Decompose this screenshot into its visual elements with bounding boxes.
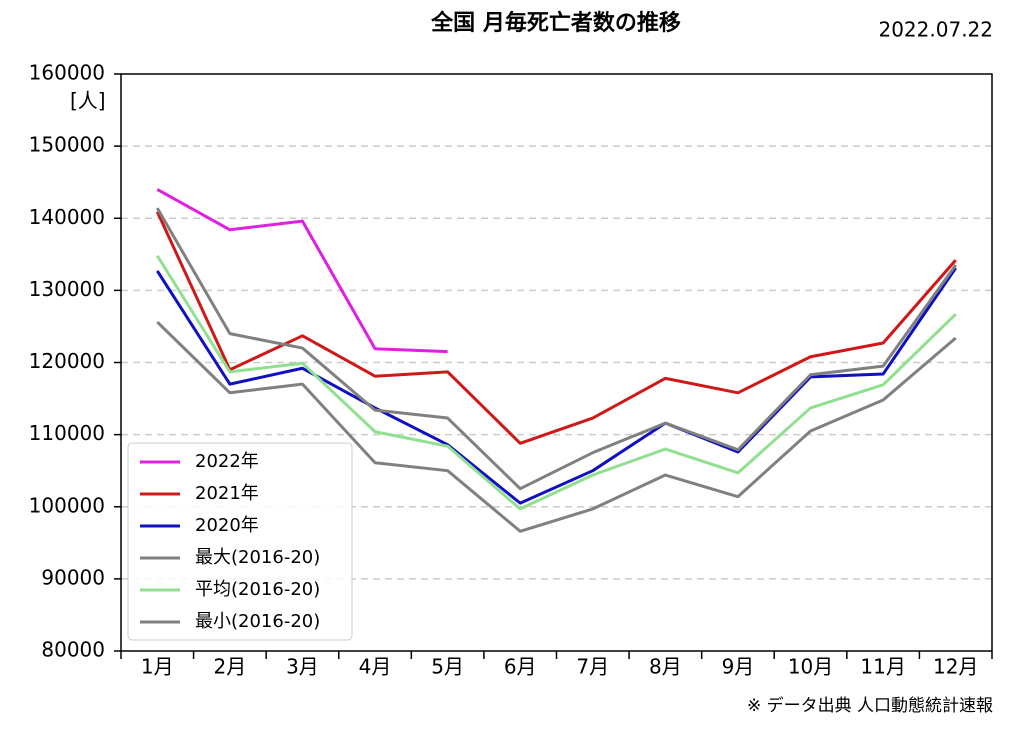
x-tick-label: 10月 bbox=[788, 655, 833, 679]
date: 2022.07.22 bbox=[878, 18, 993, 42]
y-tick-label: 80000 bbox=[41, 638, 105, 662]
legend-label: 2021年 bbox=[195, 483, 259, 504]
y-tick-label: 140000 bbox=[29, 205, 105, 229]
y-tick-label: 120000 bbox=[29, 349, 105, 373]
x-tick-label: 12月 bbox=[933, 655, 978, 679]
chart-title: 全国 月毎死亡者数の推移 bbox=[430, 10, 681, 36]
legend-box bbox=[127, 442, 353, 641]
y-tick-label: 150000 bbox=[29, 133, 105, 157]
x-tick-label: 6月 bbox=[504, 655, 537, 679]
x-tick-label: 7月 bbox=[576, 655, 609, 679]
series-line bbox=[155, 207, 957, 491]
legend-label: 平均(2016-20) bbox=[195, 579, 320, 600]
x-tick-label: 8月 bbox=[649, 655, 682, 679]
x-tick-label: 2月 bbox=[214, 655, 247, 679]
y-tick-label: 90000 bbox=[41, 565, 105, 589]
x-tick-label: 11月 bbox=[860, 655, 905, 679]
legend-label: 2022年 bbox=[195, 451, 259, 472]
series-line bbox=[156, 188, 448, 354]
y-tick-label: 110000 bbox=[29, 421, 105, 445]
legend-label: 2020年 bbox=[195, 515, 259, 536]
x-tick-label: 5月 bbox=[431, 655, 464, 679]
series-line bbox=[156, 254, 957, 511]
y-tick-label: 130000 bbox=[29, 277, 105, 301]
source-note: ※ データ出典 人口動態統計速報 bbox=[747, 695, 993, 716]
series-line bbox=[156, 321, 957, 533]
plot-frame bbox=[120, 73, 993, 652]
y-unit: [人] bbox=[70, 89, 106, 113]
x-tick-label: 1月 bbox=[141, 655, 174, 679]
y-tick-label: 160000 bbox=[29, 61, 105, 85]
y-tick-label: 100000 bbox=[29, 493, 105, 517]
legend-label: 最小(2016-20) bbox=[195, 611, 320, 632]
legend-label: 最大(2016-20) bbox=[195, 547, 320, 568]
series-line bbox=[155, 211, 957, 445]
series-line bbox=[156, 267, 957, 505]
x-tick-label: 4月 bbox=[359, 655, 392, 679]
x-tick-label: 9月 bbox=[722, 655, 755, 679]
x-tick-label: 3月 bbox=[286, 655, 319, 679]
